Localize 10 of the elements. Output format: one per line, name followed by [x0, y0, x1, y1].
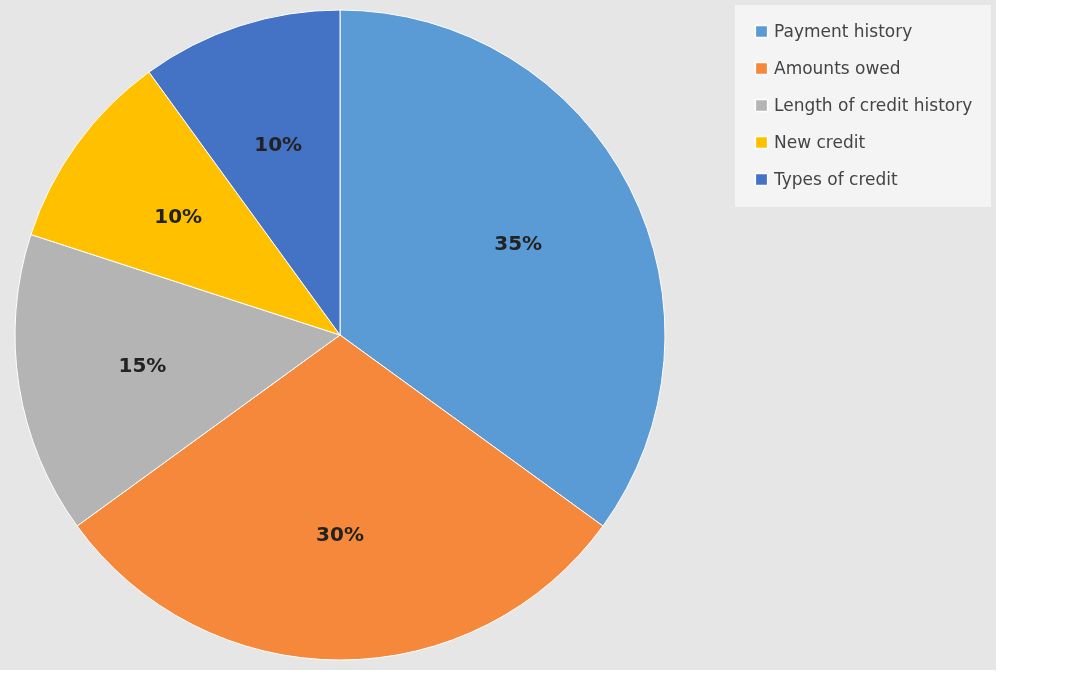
data-label: 30%: [316, 522, 364, 546]
legend-label: Payment history: [774, 20, 913, 41]
data-label: 10%: [154, 204, 203, 229]
legend-label: Length of credit history: [774, 94, 973, 115]
legend-label: New credit: [774, 131, 866, 152]
legend-label: Amounts owed: [774, 57, 901, 78]
data-label: 10%: [254, 131, 303, 156]
data-label: 35%: [494, 231, 543, 256]
data-label: 15%: [118, 353, 167, 378]
legend-label: Types of credit: [773, 168, 899, 189]
